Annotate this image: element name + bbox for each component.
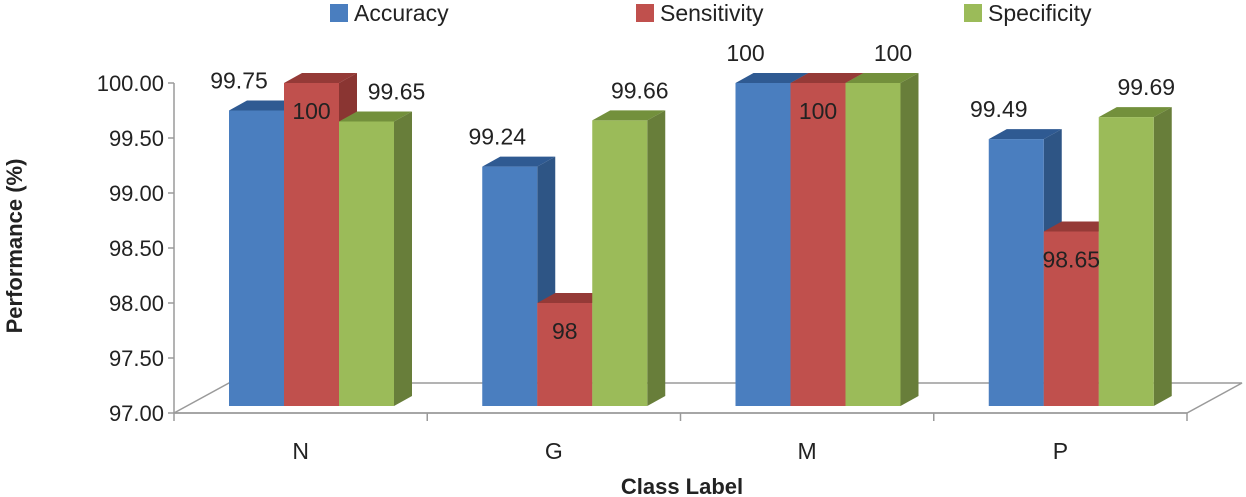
x-tick-label: N — [292, 438, 309, 464]
y-axis-title: Performance (%) — [2, 159, 27, 334]
legend: Accuracy Sensitivity Specificity — [330, 0, 1092, 26]
legend-swatch — [330, 4, 348, 22]
bar-front — [1098, 117, 1154, 406]
bar-top — [592, 110, 666, 121]
legend-label: Accuracy — [354, 0, 449, 26]
y-tick-label: 97.00 — [109, 401, 164, 426]
bar-front — [229, 110, 284, 406]
bar-front — [339, 121, 394, 406]
bar-top — [790, 73, 864, 83]
bar-top — [735, 73, 809, 83]
y-tick-label: 99.50 — [109, 126, 164, 151]
bar-front — [988, 139, 1044, 406]
data-label-sensitivity-g: 98 — [552, 318, 578, 344]
y-axis: 97.00 97.50 98.00 98.50 99.00 99.50 100.00 — [97, 71, 175, 426]
legend-swatch — [964, 4, 982, 22]
data-label-specificity-p: 99.69 — [1117, 74, 1175, 100]
x-tick-label: M — [798, 438, 817, 464]
data-label-sensitivity-m: 100 — [799, 98, 837, 124]
bar-side — [647, 110, 666, 407]
legend-swatch — [636, 4, 654, 22]
y-tick-label: 99.00 — [109, 181, 164, 206]
bar-specificity-m — [845, 73, 919, 406]
legend-label: Specificity — [988, 0, 1092, 26]
data-labels: 99.75 100 99.65 99.24 98 99.66 100 100 100 99.49 9… — [210, 40, 1175, 344]
legend-label: Sensitivity — [660, 0, 764, 26]
bar-top — [1043, 221, 1117, 232]
x-tick-label: G — [545, 438, 563, 464]
x-axis-title: Class Label — [621, 474, 743, 497]
bar-front — [845, 83, 901, 406]
bar-specificity-p — [1098, 107, 1172, 406]
data-label-specificity-g: 99.66 — [611, 77, 669, 103]
bar-top — [284, 73, 357, 83]
y-tick-label: 100.00 — [97, 71, 164, 96]
legend-item-specificity: Specificity — [964, 0, 1092, 26]
bar-top — [339, 111, 412, 122]
data-label-sensitivity-n: 100 — [292, 98, 330, 124]
y-tick-label: 98.50 — [109, 236, 164, 261]
bar-top — [1098, 107, 1172, 118]
data-label-accuracy-m: 100 — [726, 40, 764, 66]
data-label-accuracy-g: 99.24 — [468, 124, 526, 150]
bar-side — [394, 111, 412, 406]
bar-specificity-n — [339, 111, 412, 406]
data-label-sensitivity-p: 98.65 — [1042, 247, 1100, 273]
data-label-accuracy-n: 99.75 — [210, 68, 268, 94]
x-tick-label: P — [1053, 438, 1068, 464]
y-tick-label: 97.50 — [109, 346, 164, 371]
bar-front — [1043, 231, 1099, 406]
bar-front — [592, 120, 648, 407]
bar-top — [845, 73, 919, 83]
data-label-specificity-n: 99.65 — [368, 79, 426, 105]
bar-front — [735, 83, 791, 406]
bar-front — [537, 303, 593, 406]
bar-top — [537, 293, 611, 303]
data-label-accuracy-p: 99.49 — [970, 96, 1028, 122]
y-tick-label: 98.00 — [109, 291, 164, 316]
legend-item-sensitivity: Sensitivity — [636, 0, 764, 26]
bar-side — [900, 73, 919, 406]
bars — [229, 73, 1172, 407]
legend-item-accuracy: Accuracy — [330, 0, 449, 26]
bar-top — [482, 156, 556, 167]
data-label-specificity-m: 100 — [874, 40, 912, 66]
bar-side — [1153, 107, 1172, 406]
bar-top — [988, 129, 1062, 140]
bar-front — [284, 83, 339, 406]
bar-specificity-g — [592, 110, 666, 407]
bar-front — [790, 83, 846, 406]
bar-top — [229, 100, 302, 111]
bar-front — [482, 166, 538, 406]
